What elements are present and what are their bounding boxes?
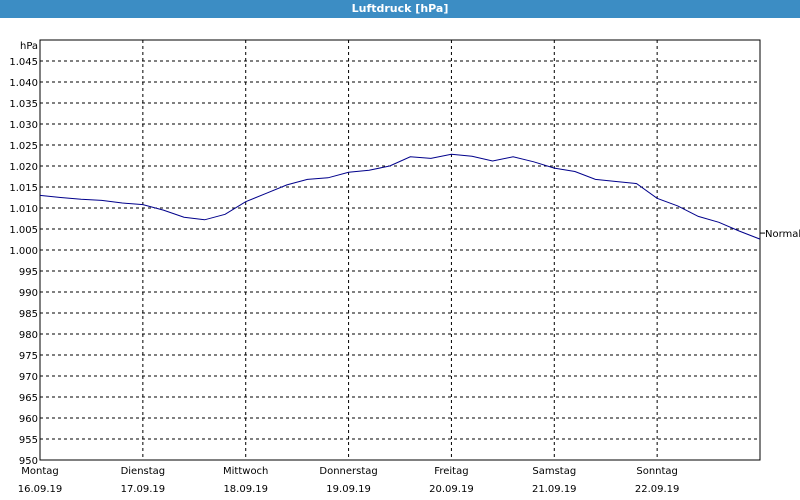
x-tick-date-label: 22.09.19 [635,484,680,495]
y-tick-label: 1.005 [9,225,38,236]
x-tick-day-label: Sonntag [636,466,678,477]
y-tick-label: 975 [19,351,38,362]
y-tick-label: 1.045 [9,57,38,68]
y-tick-label: 1.030 [9,120,38,131]
series-line-pressure [39,153,761,240]
plot-frame [39,39,761,461]
y-tick-label: 1.015 [9,183,38,194]
y-tick-label: 985 [19,309,38,320]
y-tick-label: 955 [19,435,38,446]
grid-lines [40,40,760,460]
x-tick-date-label: 17.09.19 [121,484,166,495]
x-tick-day-label: Mittwoch [223,466,268,477]
x-tick-date-label: 20.09.19 [429,484,474,495]
y-axis-unit-label: hPa [20,41,38,52]
y-tick-label: 1.020 [9,162,38,173]
y-tick-label: 995 [19,267,38,278]
x-tick-day-label: Freitag [434,466,468,477]
y-tick-label: 970 [19,372,38,383]
x-tick-day-label: Montag [21,466,58,477]
x-tick-day-label: Donnerstag [319,466,377,477]
x-tick-date-label: 21.09.19 [532,484,577,495]
end-label-normal: Normal [765,229,800,240]
x-tick-date-label: 16.09.19 [18,484,63,495]
y-tick-label: 965 [19,393,38,404]
y-tick-label: 960 [19,414,38,425]
pressure-chart: 950 955 960 965 970 975 980 985 990 995 1.000 1.005… [9,39,800,495]
x-tick-day-label: Samstag [532,466,576,477]
y-tick-label: 1.025 [9,141,38,152]
y-tick-label: 980 [19,330,38,341]
x-axis-ticks: Montag 16.09.19 Dienstag 17.09.19 Mittwoch 18… [18,466,680,495]
x-tick-date-label: 19.09.19 [326,484,371,495]
y-tick-label: 1.010 [9,204,38,215]
y-tick-label: 1.000 [9,246,38,257]
end-label-group: Normal [760,229,800,240]
y-tick-label: 1.035 [9,99,38,110]
y-tick-label: 1.040 [9,78,38,89]
chart-title: Luftdruck [hPa] [0,0,800,18]
x-tick-day-label: Dienstag [121,466,166,477]
y-tick-label: 950 [19,456,38,467]
x-tick-date-label: 18.09.19 [223,484,268,495]
y-axis-ticks: 950 955 960 965 970 975 980 985 990 995 1.000 1.005… [9,57,38,467]
y-tick-label: 990 [19,288,38,299]
